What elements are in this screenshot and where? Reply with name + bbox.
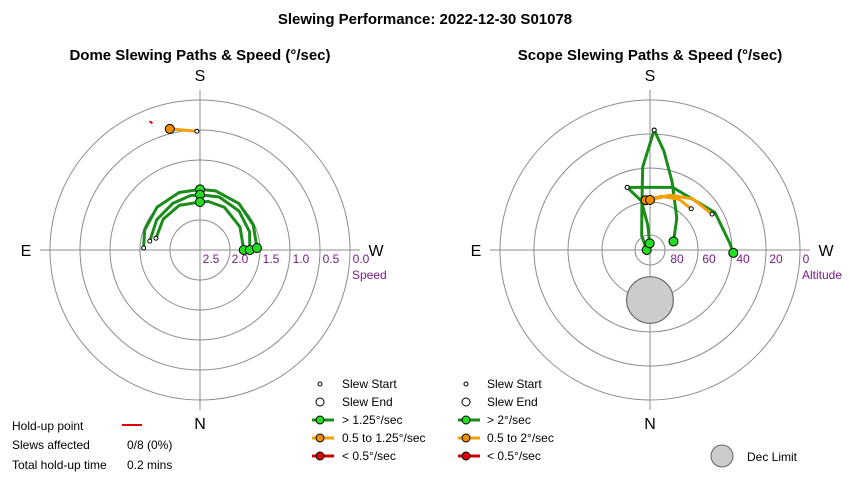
slew-start-marker [688, 206, 694, 212]
dome-tick-label: 1.0 [293, 252, 310, 266]
slew-start-marker [153, 235, 159, 241]
dome-tick-label: 1.5 [263, 252, 280, 266]
slew-start-marker [651, 127, 657, 133]
legend-fast-marker [461, 415, 471, 425]
dome-legend: Slew Start Slew End > 1.25°/sec 0.5 to 1… [312, 377, 426, 463]
slew-start-marker [147, 238, 153, 244]
legend-medium-marker [461, 433, 471, 443]
slew-path-fast [652, 128, 679, 243]
slew-start-marker [624, 184, 630, 190]
holdup-point-label: Hold-up point [12, 419, 84, 433]
dec-limit-zone [626, 276, 674, 324]
hold-up-point [148, 120, 154, 125]
dome-legend-fast: > 1.25°/sec [342, 413, 403, 427]
scope-legend-slow: < 0.5°/sec [487, 449, 541, 463]
dome-tick-label: 2.5 [203, 252, 220, 266]
scope-subtitle: Scope Slewing Paths & Speed (°/sec) [518, 47, 782, 64]
slew-end-marker [164, 123, 175, 134]
legend-end-marker [461, 397, 471, 407]
total-holdup-label: Total hold-up time [12, 458, 107, 472]
slew-path-fast [625, 185, 735, 255]
slews-affected-label: Slews affected [12, 438, 90, 452]
dome-compass-south: S [195, 68, 206, 85]
holdup-stats: Hold-up point Slews affected 0/8 (0%) To… [12, 419, 172, 472]
legend-end-marker [315, 397, 325, 407]
slew-end-marker [644, 238, 655, 249]
legend-slow-marker [315, 451, 325, 461]
scope-tick-label: 0 [803, 252, 810, 266]
dome-compass-west: W [368, 243, 384, 260]
dome-compass-north: N [194, 416, 206, 433]
slew-end-marker [195, 197, 205, 207]
scope-tick-label: 60 [702, 252, 716, 266]
legend-start-marker [463, 381, 469, 387]
scope-legend-medium: 0.5 to 2°/sec [487, 431, 554, 445]
dome-radial-axis-label: Speed [352, 268, 387, 282]
dec-limit-legend-label: Dec Limit [747, 450, 798, 464]
dome-subtitle: Dome Slewing Paths & Speed (°/sec) [69, 47, 330, 64]
scope-polar-plot: Scope Slewing Paths & Speed (°/sec) S N … [471, 47, 843, 433]
dome-legend-end: Slew End [342, 395, 393, 409]
slew-path-fast [198, 187, 259, 250]
slew-start-marker [709, 211, 715, 217]
slew-end-marker [645, 195, 655, 205]
slew-path-fast [142, 187, 202, 250]
dome-compass-east: E [21, 243, 32, 260]
legend-start-marker [317, 381, 323, 387]
dome-legend-medium: 0.5 to 1.25°/sec [342, 431, 426, 445]
slews-affected-value: 0/8 (0%) [127, 438, 172, 452]
scope-compass-west: W [818, 243, 834, 260]
dome-polar-plot: Dome Slewing Paths & Speed (°/sec) S N E… [21, 47, 387, 433]
slew-path-fast [148, 193, 202, 243]
slew-end-marker [668, 236, 679, 247]
scope-legend-end: Slew End [487, 395, 538, 409]
slew-path-fast [198, 200, 246, 252]
scope-compass-north: N [644, 416, 656, 433]
figure-title: Slewing Performance: 2022-12-30 S01078 [278, 11, 572, 28]
scope-compass-east: E [471, 243, 482, 260]
slew-path-medium [648, 193, 714, 216]
legend-slow-marker [461, 451, 471, 461]
slew-path-fast [625, 185, 652, 245]
scope-compass-south: S [645, 68, 656, 85]
dec-limit-legend: Dec Limit [710, 444, 798, 468]
scope-tick-label: 80 [670, 252, 684, 266]
dome-tick-label: 0.0 [353, 252, 370, 266]
dome-tick-label: 0.5 [323, 252, 340, 266]
dome-legend-slow: < 0.5°/sec [342, 449, 396, 463]
scope-radial-axis-label: Altitude [802, 268, 842, 282]
dome-legend-start: Slew Start [342, 377, 397, 391]
slew-end-marker [251, 243, 262, 254]
total-holdup-value: 0.2 mins [127, 458, 172, 472]
scope-legend-start: Slew Start [487, 377, 542, 391]
legend-medium-marker [315, 433, 325, 443]
slew-end-marker [728, 247, 739, 258]
slew-path-fast [198, 193, 252, 252]
dec-limit-legend-marker [710, 444, 734, 468]
scope-tick-label: 20 [769, 252, 783, 266]
scope-legend-fast: > 2°/sec [487, 413, 531, 427]
dome-tick-label: 2.0 [232, 252, 249, 266]
slew-start-marker [194, 128, 200, 134]
scope-legend: Slew Start Slew End > 2°/sec 0.5 to 2°/s… [458, 377, 554, 463]
slew-start-marker [141, 245, 147, 251]
slew-path-fast [154, 200, 202, 240]
scope-tick-label: 40 [736, 252, 750, 266]
dome-chart-marks [141, 120, 262, 255]
scope-chart-marks [624, 127, 739, 324]
legend-fast-marker [315, 415, 325, 425]
